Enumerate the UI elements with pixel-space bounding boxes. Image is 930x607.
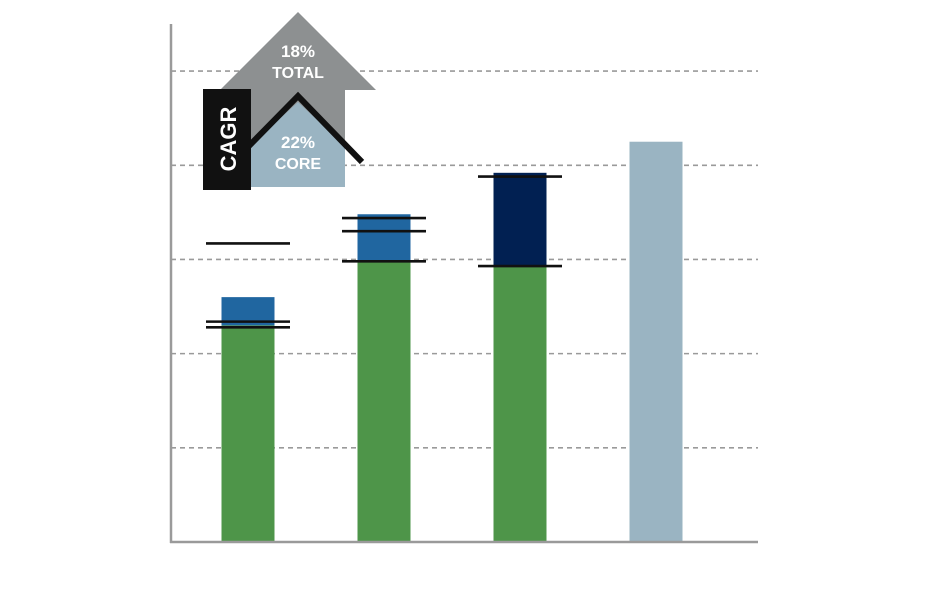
- cagr-label: CAGR: [216, 107, 241, 172]
- total-pct-label: 18%: [281, 42, 315, 61]
- bar-segment: [221, 325, 275, 542]
- bar-segment: [493, 172, 547, 267]
- bar-segment: [629, 141, 683, 542]
- core-house-shape: [250, 102, 345, 187]
- bar-segment: [493, 266, 547, 542]
- bracket-lines: [206, 175, 562, 329]
- bar-segment: [357, 214, 411, 262]
- core-label: CORE: [275, 156, 322, 173]
- axes: [169, 24, 758, 544]
- bar-segment: [357, 261, 411, 542]
- cagr-label-box: [203, 89, 251, 190]
- core-pct-label: 22%: [281, 133, 315, 152]
- cagr-badge: CAGR 18% TOTAL 22% CORE: [203, 12, 376, 190]
- roof-line: [242, 91, 365, 165]
- bars: [221, 141, 683, 542]
- total-label: TOTAL: [272, 65, 324, 82]
